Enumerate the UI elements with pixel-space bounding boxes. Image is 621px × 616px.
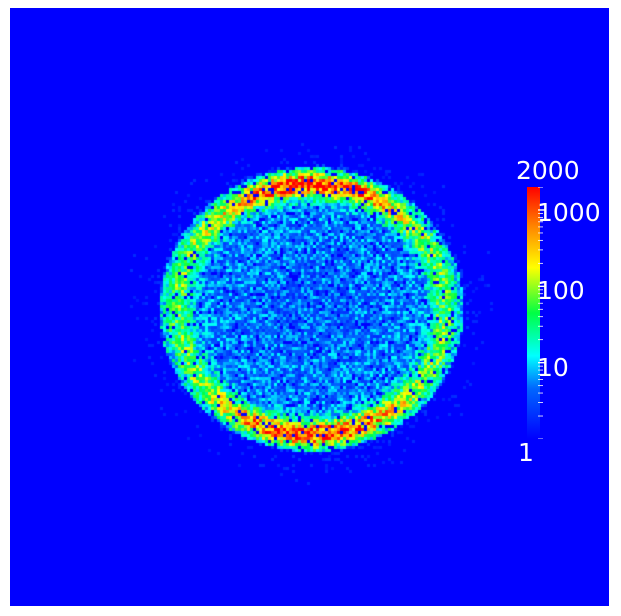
colorbar-min-label: 1	[518, 438, 534, 467]
colorbar-tick-label-1000: 1000	[537, 198, 601, 227]
colorbar-max-label: 2000	[516, 156, 580, 185]
colorbar-tick-label-10: 10	[537, 353, 569, 382]
colorbar-tick-label-100: 100	[537, 276, 585, 305]
colorbar-ticks	[538, 187, 546, 439]
plot-viewport	[10, 8, 609, 606]
heatmap-canvas	[10, 8, 609, 606]
colorbar	[527, 187, 540, 439]
